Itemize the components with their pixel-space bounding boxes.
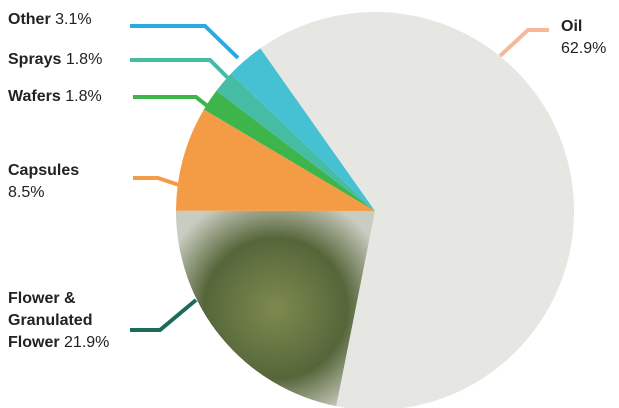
slice-label: Oil 62.9%: [561, 16, 619, 60]
slice-label: Wafers 1.8%: [8, 86, 138, 108]
label-value: 1.8%: [65, 51, 103, 68]
label-value: 8.5%: [8, 184, 45, 201]
label-value: 1.8%: [65, 88, 102, 105]
pie-slice: [216, 73, 375, 212]
label-name: Sprays: [8, 51, 62, 68]
leader-lines: [130, 24, 549, 332]
pie-slice: [176, 109, 375, 211]
slice-label: Capsules 8.5%: [8, 160, 98, 204]
slice-label: Flower & Granulated Flower 21.9%: [8, 288, 138, 354]
leader-line: [133, 95, 212, 110]
pie-slice: [203, 90, 375, 211]
slice-label: Other 3.1%: [8, 9, 138, 31]
pie-slice: [260, 12, 574, 408]
label-name: Oil: [561, 18, 583, 35]
label-name: Capsules: [8, 162, 80, 179]
leader-line: [133, 176, 183, 188]
pie-slice: [230, 48, 375, 211]
leader-line: [130, 24, 240, 60]
label-value: 3.1%: [55, 11, 92, 28]
leader-line: [498, 28, 549, 58]
label-name: Other: [8, 11, 51, 28]
label-name: Flower & Granulated Flower: [8, 290, 93, 351]
leader-line: [130, 298, 198, 332]
label-value: 62.9%: [561, 40, 607, 57]
label-value: 21.9%: [64, 334, 110, 351]
leader-line: [130, 58, 234, 84]
slice-label: Sprays 1.8%: [8, 49, 138, 71]
label-name: Wafers: [8, 88, 61, 105]
slices: [176, 12, 574, 408]
pie-slice: [176, 210, 375, 407]
